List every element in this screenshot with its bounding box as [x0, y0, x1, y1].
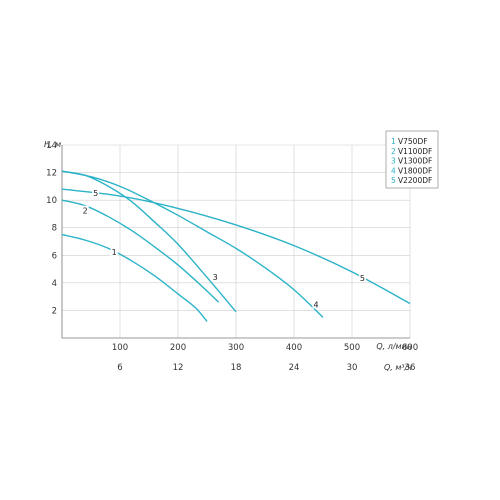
chart-grid [62, 144, 411, 338]
y-tick-label: 8 [52, 224, 57, 234]
x-tick-label: 300 [228, 343, 244, 353]
y-axis-title: H, м [44, 140, 61, 149]
legend-entry-2: V1100DF [398, 147, 432, 156]
legend-entry-4: V1800DF [398, 166, 432, 175]
curve-1 [61, 233, 208, 322]
x-tick-label: 600 [402, 343, 418, 353]
y-tick-label: 2 [52, 306, 57, 316]
x-tick-label: 400 [286, 343, 302, 353]
curve-labels: 1 2 3 4 5 5 [81, 187, 366, 309]
curve-4 [61, 170, 324, 318]
legend-number-3: 3 [391, 157, 396, 166]
chart-axes [61, 145, 410, 339]
y-tick-label: 14 [46, 141, 57, 151]
y-tick-label: 12 [46, 169, 57, 179]
legend-number-4: 4 [391, 166, 396, 175]
curve-label-bg-1 [110, 247, 118, 257]
y-tick-label: 10 [46, 196, 57, 206]
legend-number-1: 1 [391, 137, 396, 146]
x2-tick-label: 24 [289, 363, 300, 373]
curve-label-1: 1 [112, 248, 117, 257]
x2-tick-label: 12 [173, 363, 184, 373]
x-tick-label: 500 [344, 343, 360, 353]
curve-5 [61, 188, 411, 305]
x2-tick-labels: 6 12 18 24 30 36 [117, 363, 415, 373]
legend-entry-5: V2200DF [398, 176, 432, 185]
curve-label-bg-3 [211, 271, 219, 281]
x2-axis-title: Q, м³/ч [384, 363, 412, 372]
curve-label-bg-5 [358, 273, 366, 283]
y-tick-label: 6 [52, 251, 57, 261]
y-tick-labels: 2 4 6 8 10 12 14 [46, 141, 57, 316]
x-axis-title: Q, л/мин [376, 342, 412, 351]
curve-label-bg-4 [312, 299, 320, 309]
x2-tick-label: 36 [405, 363, 416, 373]
curve-label-bg-5-start [92, 187, 100, 197]
x-tick-label: 100 [112, 343, 128, 353]
x2-tick-label: 18 [231, 363, 242, 373]
x-tick-label: 200 [170, 343, 186, 353]
y-tick-label: 4 [52, 279, 57, 289]
x-tick-labels: 100 200 300 400 500 600 [112, 343, 418, 353]
legend-entry-1: V750DF [398, 137, 428, 146]
curve-label-5: 5 [360, 274, 365, 283]
curve-label-bg-2 [81, 205, 89, 215]
curve-label-2: 2 [83, 207, 88, 216]
x2-tick-label: 6 [117, 363, 122, 373]
legend-number-5: 5 [391, 176, 396, 185]
legend-box [385, 130, 439, 189]
curve-label-3: 3 [213, 273, 218, 282]
legend-entry-3: V1300DF [398, 157, 432, 166]
x2-tick-label: 30 [347, 363, 358, 373]
legend-number-2: 2 [391, 147, 396, 156]
curve-label-5-start: 5 [93, 189, 98, 198]
series-curves [61, 170, 411, 322]
curve-label-4: 4 [313, 300, 318, 309]
